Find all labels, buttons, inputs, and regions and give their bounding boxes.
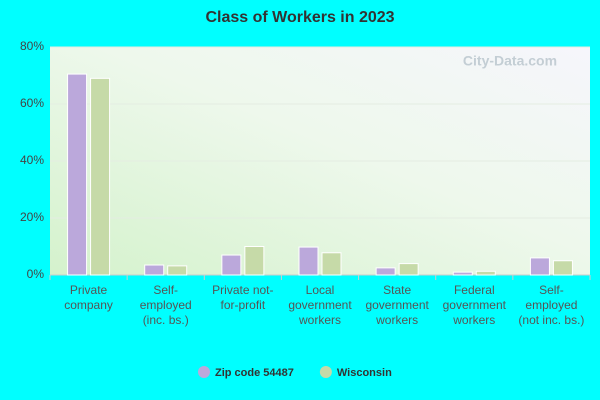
x-tick-label-box: Private not-for-profit	[212, 283, 274, 312]
x-tick-label: Private company	[64, 283, 113, 312]
bar	[321, 252, 342, 276]
x-tick-label: Self-employed (not inc. bs.)	[518, 283, 585, 327]
legend-swatch	[319, 366, 332, 378]
bar	[375, 267, 396, 276]
y-tick-label: 20%	[20, 210, 44, 224]
legend-swatch	[198, 366, 210, 378]
bar	[398, 263, 419, 276]
legend-label: Wisconsin	[337, 367, 392, 379]
y-tick-label: 60%	[20, 96, 44, 110]
y-tick-label: 40%	[20, 153, 44, 167]
bar	[452, 271, 473, 276]
bar	[221, 254, 242, 276]
x-tick-label-box: State government workers	[365, 283, 429, 327]
x-tick-label: Self-employed (inc. bs.)	[139, 283, 192, 327]
legend-label: Zip code 54487	[215, 367, 294, 379]
x-tick-label-box: Self-employed (not inc. bs.)	[518, 283, 585, 327]
x-tick-label-box: Private company	[64, 283, 113, 312]
bar	[529, 257, 550, 276]
x-tick-label-box: Local government workers	[288, 283, 352, 327]
bar	[475, 270, 496, 276]
x-tick-label: Private not-for-profit	[212, 283, 274, 312]
y-tick-label: 0%	[27, 267, 45, 281]
x-tick-label: Federal government workers	[442, 283, 506, 327]
x-tick-label-box: Federal government workers	[442, 283, 506, 327]
watermark: City-Data.com	[463, 53, 557, 69]
x-tick-label: State government workers	[365, 283, 429, 327]
bar	[67, 73, 88, 276]
bar	[552, 260, 573, 276]
bar	[244, 246, 265, 276]
x-tick-label: Local government workers	[288, 283, 352, 327]
y-tick-label: 80%	[20, 39, 44, 53]
bar	[167, 265, 188, 276]
bar	[90, 77, 111, 276]
bar	[144, 264, 165, 276]
bar	[298, 246, 319, 276]
x-tick-label-box: Self-employed (inc. bs.)	[139, 283, 192, 327]
chart-title: Class of Workers in 2023	[205, 9, 394, 26]
